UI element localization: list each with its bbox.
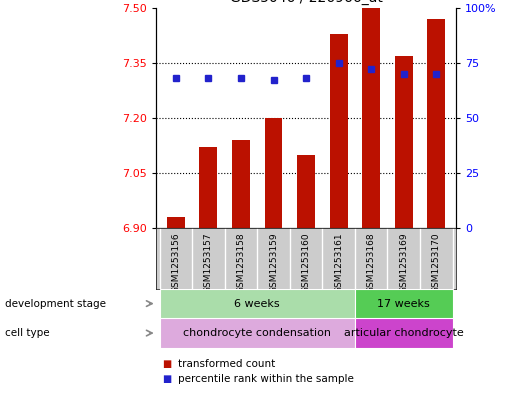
Text: articular chondrocyte: articular chondrocyte: [344, 328, 464, 338]
Bar: [355, 289, 453, 318]
Text: GSM1253161: GSM1253161: [334, 233, 343, 294]
Bar: [330, 33, 348, 228]
Bar: [167, 217, 185, 228]
Text: GSM1253156: GSM1253156: [171, 233, 180, 294]
Text: percentile rank within the sample: percentile rank within the sample: [178, 374, 354, 384]
Text: ■: ■: [162, 374, 171, 384]
Text: GSM1253170: GSM1253170: [432, 233, 441, 294]
Text: development stage: development stage: [5, 299, 107, 309]
Bar: [160, 318, 355, 348]
Text: transformed count: transformed count: [178, 358, 275, 369]
Bar: [232, 140, 250, 228]
Text: cell type: cell type: [5, 328, 50, 338]
Text: 17 weeks: 17 weeks: [377, 299, 430, 309]
Text: GSM1253157: GSM1253157: [204, 233, 213, 294]
Bar: [160, 289, 355, 318]
Text: chondrocyte condensation: chondrocyte condensation: [183, 328, 331, 338]
Title: GDS5046 / 226966_at: GDS5046 / 226966_at: [229, 0, 383, 6]
Text: GSM1253168: GSM1253168: [367, 233, 376, 294]
Text: GSM1253160: GSM1253160: [302, 233, 311, 294]
Bar: [395, 55, 413, 228]
Text: 6 weeks: 6 weeks: [234, 299, 280, 309]
Bar: [199, 147, 217, 228]
Text: GSM1253158: GSM1253158: [236, 233, 245, 294]
Bar: [297, 154, 315, 228]
Text: ■: ■: [162, 358, 171, 369]
Text: GSM1253169: GSM1253169: [399, 233, 408, 294]
Bar: [362, 8, 380, 228]
Text: GSM1253159: GSM1253159: [269, 233, 278, 294]
Bar: [355, 318, 453, 348]
Bar: [427, 19, 445, 228]
Bar: [264, 118, 282, 228]
